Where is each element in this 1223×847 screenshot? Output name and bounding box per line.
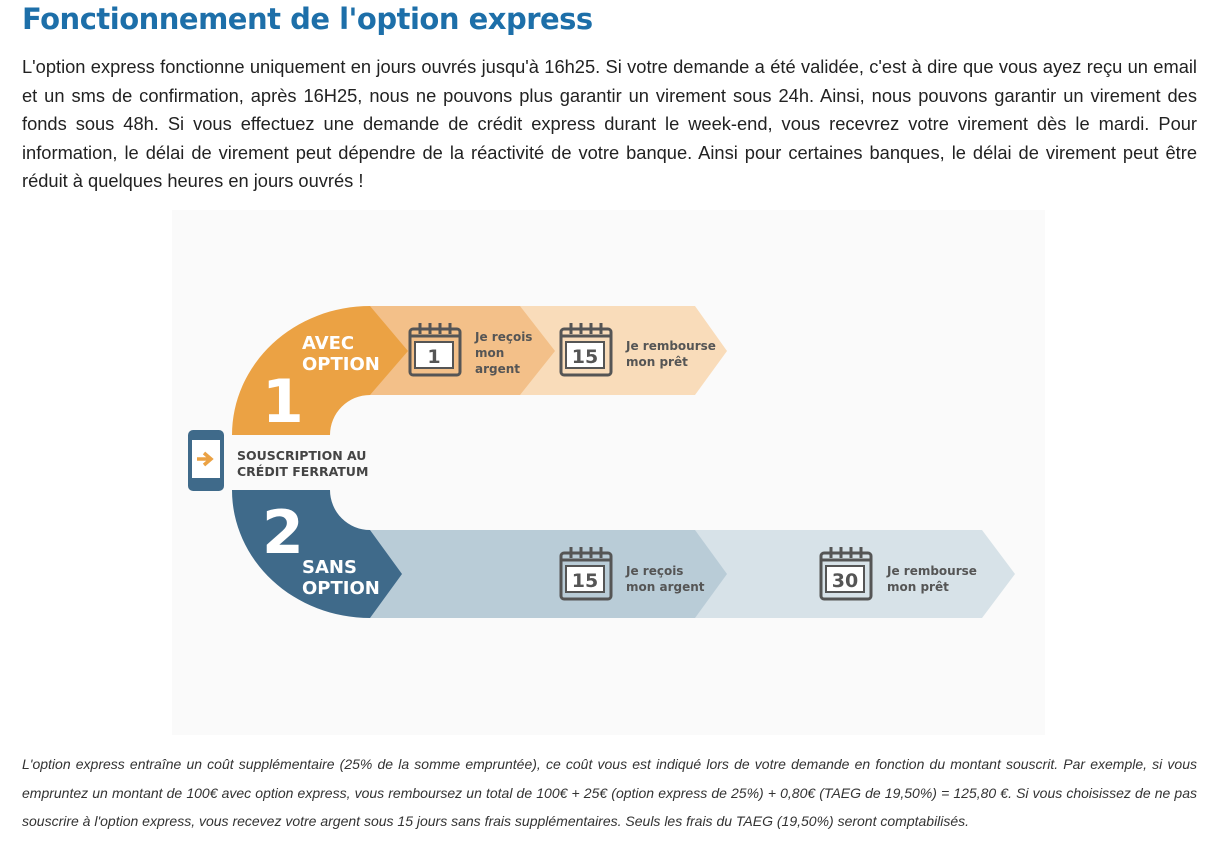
option-arc — [232, 306, 408, 435]
step-text: Je rembourse — [625, 339, 716, 353]
intro-text: L'option express fonctionne uniquement e… — [22, 56, 1197, 191]
step-text: mon — [475, 346, 504, 360]
phone-arrow — [197, 451, 214, 467]
branch-label: OPTION — [302, 354, 380, 375]
calendar-day: 15 — [572, 570, 598, 592]
calendar-page — [565, 565, 605, 593]
calendar-day: 30 — [832, 570, 858, 592]
step-text: Je rembourse — [886, 564, 977, 578]
step-text: mon prêt — [626, 355, 688, 369]
branch-label: OPTION — [302, 578, 380, 599]
page-title: Fonctionnement de l'option express — [22, 2, 593, 36]
diagram-background — [172, 210, 1045, 735]
calendar-day: 15 — [572, 346, 598, 368]
calendar-page — [825, 565, 865, 593]
step-text: Je reçois — [625, 564, 683, 578]
calendar-day: 1 — [427, 346, 440, 368]
no-option-arc — [232, 490, 402, 618]
calendar-page — [565, 341, 605, 369]
calendar-icon — [408, 327, 462, 377]
branch-label: SANS — [302, 557, 357, 578]
step-text: mon prêt — [887, 580, 949, 594]
step-text: mon argent — [626, 580, 705, 594]
calendar-icon — [559, 551, 613, 601]
start-label: CRÉDIT FERRATUM — [237, 464, 368, 479]
footnote: L'option express entraîne un coût supplé… — [22, 756, 1197, 829]
calendar-page — [414, 341, 454, 369]
branch-label: AVEC — [302, 333, 354, 354]
branch-number: 1 — [262, 367, 304, 437]
arrow-segment — [370, 530, 727, 618]
start-label: SOUSCRIPTION AU — [237, 448, 366, 463]
step-text: argent — [475, 362, 520, 376]
diagram: SOUSCRIPTION AU CRÉDIT FERRATUM AVEC OPT… — [172, 210, 1045, 735]
calendar-icon — [819, 551, 873, 601]
calendar-icon — [559, 327, 613, 377]
step-text: Je reçois — [474, 330, 532, 344]
branch-number: 2 — [262, 498, 304, 568]
